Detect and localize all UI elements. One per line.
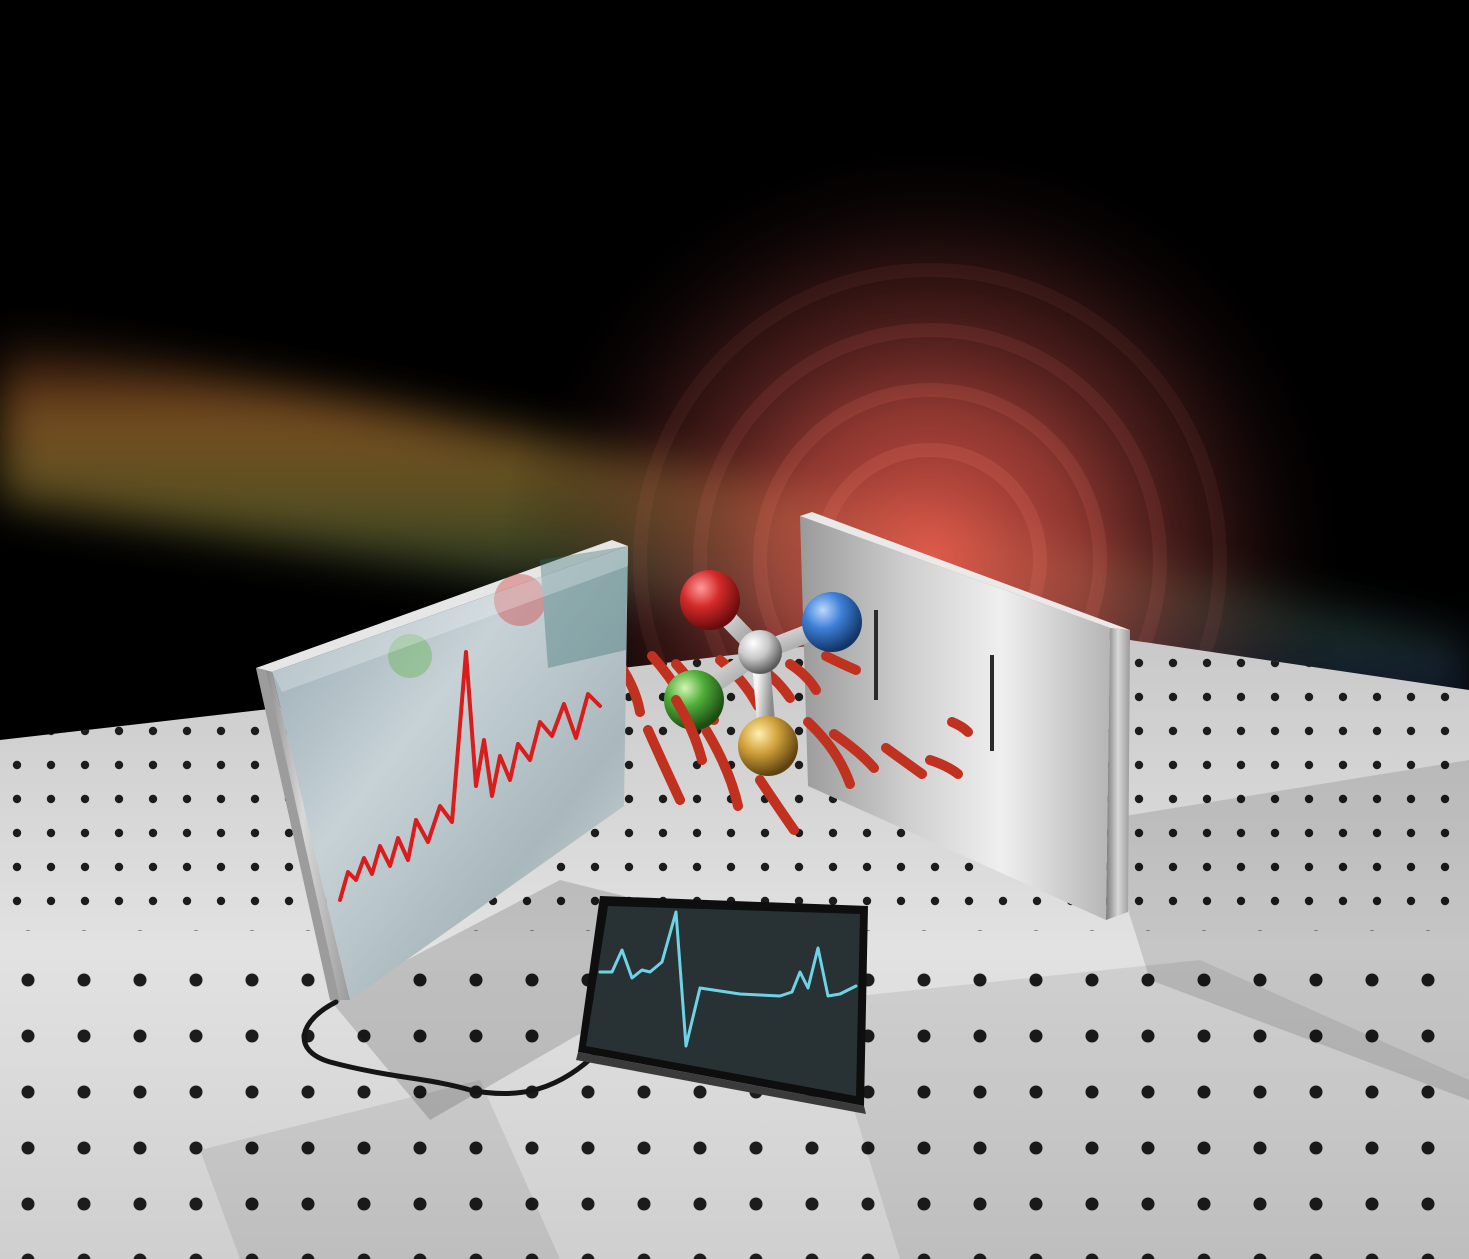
wave-segments-front [671, 695, 707, 765]
monitor-icon [576, 896, 868, 1114]
center-atom [738, 630, 782, 674]
gold-atom [738, 716, 798, 776]
left-mirror-panel-icon [256, 540, 628, 1002]
blue-atom [802, 592, 862, 652]
cyan-trace [598, 910, 858, 1048]
cable-icon [301, 999, 603, 1097]
red-atom [680, 570, 740, 630]
red-trace [338, 650, 602, 902]
molecule-icon [664, 570, 862, 776]
